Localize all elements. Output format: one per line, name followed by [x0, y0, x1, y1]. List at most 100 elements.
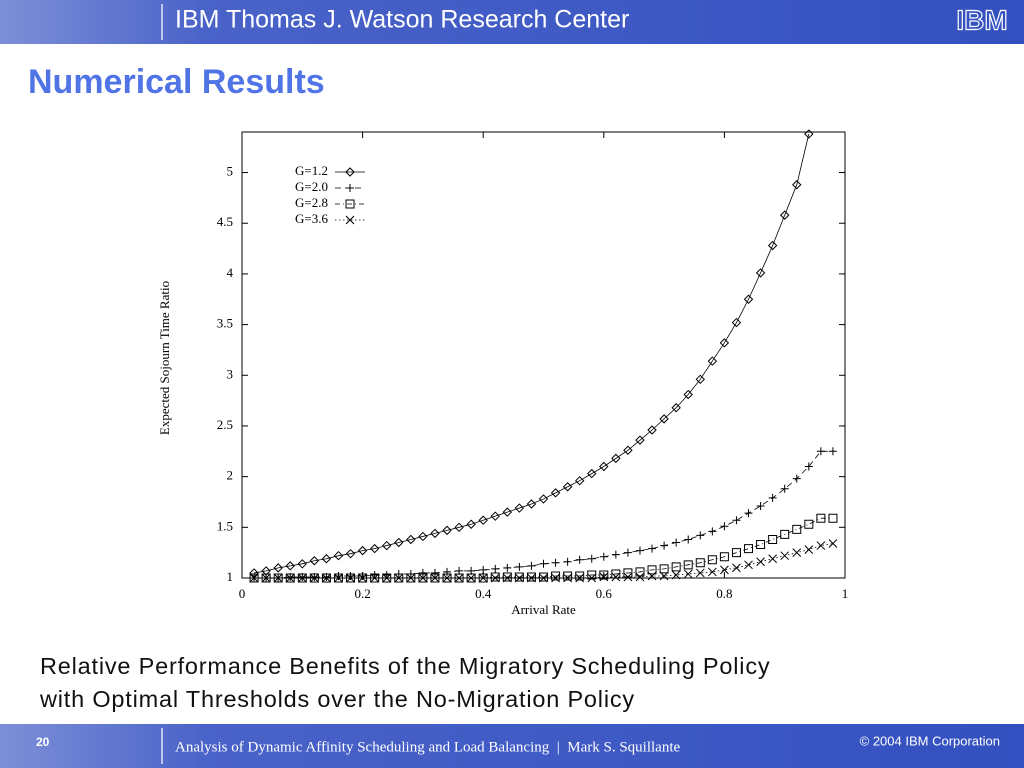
header-bar [0, 0, 1024, 44]
data-point [707, 567, 717, 577]
data-point [551, 571, 561, 581]
data-point [334, 571, 343, 580]
data-point [719, 552, 729, 562]
legend-marker [345, 167, 355, 177]
y-axis-label: Expected Sojourn Time Ratio [157, 281, 172, 435]
data-point [515, 562, 524, 571]
data-point [430, 528, 440, 539]
data-point [394, 573, 404, 583]
legend-marker [346, 184, 354, 192]
x-tick-label: 0.6 [596, 586, 613, 601]
data-point [551, 558, 560, 567]
data-point [768, 493, 777, 502]
legend-marker [345, 215, 355, 225]
data-point [442, 573, 452, 583]
data-point [720, 522, 729, 531]
data-point [539, 559, 548, 568]
data-point [430, 573, 440, 583]
data-point [334, 573, 343, 583]
data-point [744, 509, 753, 518]
data-point [635, 572, 645, 582]
data-point [502, 507, 513, 517]
data-point [587, 468, 597, 479]
data-point [599, 570, 609, 580]
plot-frame [241, 131, 846, 579]
data-point [683, 389, 693, 400]
data-point [828, 513, 838, 523]
data-point [466, 519, 476, 529]
data-point [683, 560, 693, 570]
data-point [563, 571, 573, 581]
data-point [732, 516, 741, 525]
data-point [816, 513, 826, 523]
data-point [297, 573, 307, 583]
data-point [611, 572, 621, 582]
caption-line: with Optimal Thresholds over the No-Migr… [39, 686, 635, 712]
data-point [743, 294, 754, 304]
y-tick-label: 2 [227, 468, 234, 483]
data-point [273, 573, 283, 583]
data-point [695, 374, 705, 385]
data-point [623, 568, 633, 578]
x-axis-label: Arrival Rate [511, 602, 576, 617]
data-point [731, 317, 742, 328]
data-point [346, 573, 355, 583]
data-point [599, 572, 609, 582]
data-point [575, 571, 585, 581]
data-point [358, 571, 367, 580]
legend-label: G=2.0 [295, 179, 328, 194]
data-point [660, 541, 669, 550]
data-point [635, 546, 644, 555]
data-point [696, 531, 705, 540]
data-point [611, 453, 621, 464]
data-point [478, 573, 488, 583]
legend-label: G=2.8 [295, 195, 328, 210]
data-point [792, 474, 801, 483]
data-point [443, 567, 452, 576]
data-point [708, 527, 717, 536]
data-point [418, 568, 427, 577]
data-point [418, 531, 428, 542]
data-point [671, 570, 681, 580]
data-point [816, 541, 826, 550]
y-tick-label: 5 [227, 164, 234, 179]
copyright: © 2004 IBM Corporation [860, 733, 1000, 748]
x-tick-label: 0.4 [475, 586, 492, 601]
data-point [671, 562, 681, 572]
data-point [744, 544, 754, 554]
data-point [647, 571, 657, 581]
data-point [527, 561, 536, 570]
data-point [515, 573, 524, 583]
x-tick-label: 0.2 [354, 586, 370, 601]
data-point [695, 568, 705, 578]
data-point [744, 560, 753, 570]
data-point [767, 240, 778, 251]
data-point [574, 475, 585, 486]
data-point [273, 563, 283, 573]
data-point [502, 573, 512, 583]
data-point [768, 534, 778, 544]
data-point [322, 573, 331, 583]
y-tick-label: 3 [227, 366, 234, 381]
page-number: 20 [36, 735, 50, 749]
data-point [720, 565, 729, 575]
data-point [382, 573, 392, 583]
data-point [297, 559, 308, 569]
x-tick-label: 1 [842, 586, 849, 601]
data-point [648, 544, 657, 553]
data-point [357, 545, 368, 556]
data-point [490, 511, 500, 521]
data-point [611, 569, 621, 579]
data-point [285, 561, 295, 571]
data-point [756, 557, 765, 567]
x-tick-label: 0.8 [716, 586, 732, 601]
data-point [684, 535, 693, 544]
data-point [527, 573, 536, 583]
data-point [526, 499, 537, 509]
series-line [254, 517, 833, 579]
data-point [550, 488, 561, 498]
data-point [731, 548, 741, 558]
legend-label: G=1.2 [295, 163, 328, 178]
footer-text: Analysis of Dynamic Affinity Scheduling … [175, 739, 680, 755]
data-point [478, 515, 488, 525]
